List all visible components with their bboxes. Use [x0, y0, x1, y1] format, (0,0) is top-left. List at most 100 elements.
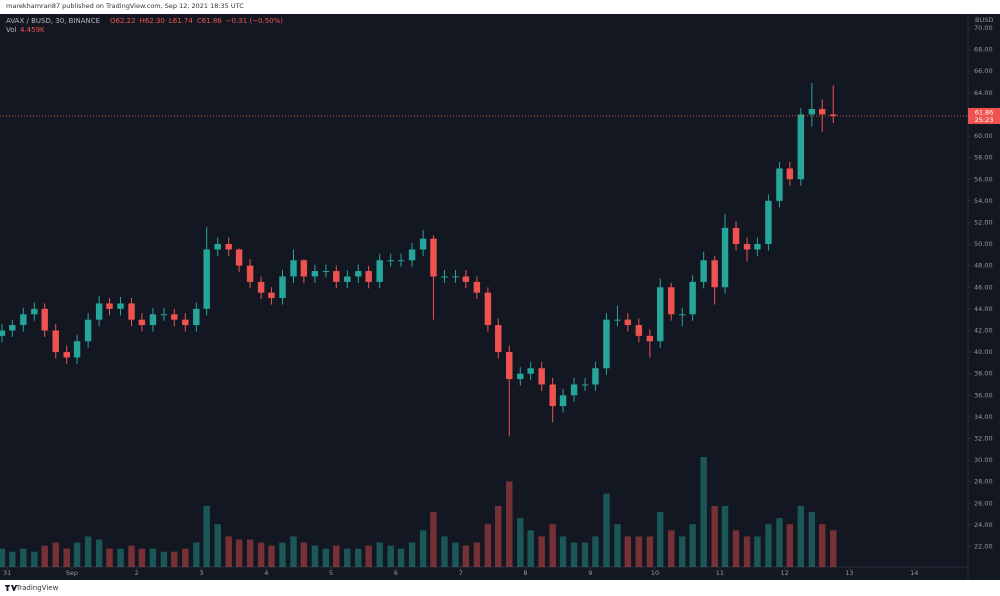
volume-bar [721, 505, 729, 567]
volume-bar [495, 505, 502, 567]
volume-bar [376, 542, 383, 567]
volume-bar [819, 524, 826, 567]
x-tick-label: 12 [780, 569, 788, 577]
candle-body [408, 249, 416, 261]
volume-bar [517, 518, 524, 567]
volume-bar [311, 545, 319, 567]
x-tick-label: 3 [199, 569, 203, 577]
volume-bar [52, 542, 59, 567]
volume-bar [365, 545, 372, 567]
candle-body [95, 303, 103, 320]
byline: marekhamran87 published on TradingView.c… [6, 2, 244, 10]
volume-bar [387, 545, 394, 567]
ohlc-legend: O62.22 H62.30 L61.74 C61.86 −0.31 (−0.50%) [110, 17, 283, 25]
ohlc-value: C61.86 [197, 17, 222, 25]
volume-bar [776, 518, 783, 567]
volume-bar [538, 536, 545, 567]
volume-bar [743, 536, 751, 567]
candle-body [473, 281, 481, 293]
candle-body [646, 335, 654, 342]
y-tick-label: 70.00 [974, 24, 993, 32]
candle-body [679, 314, 686, 316]
candle-body [365, 271, 372, 282]
candle-body [592, 368, 599, 385]
candle-body [830, 114, 837, 116]
x-tick-label: 8 [523, 569, 527, 577]
volume-bar [484, 524, 492, 567]
volume-bar [63, 548, 70, 567]
candle-body [614, 319, 621, 321]
x-tick-label: 5 [329, 569, 333, 577]
volume-bar [711, 505, 718, 567]
candle-body [517, 373, 524, 380]
volume-bar [830, 530, 837, 567]
x-tick-label: 6 [394, 569, 398, 577]
candle-body [182, 319, 189, 326]
x-tick-label: 11 [716, 569, 724, 577]
volume-bar [106, 548, 113, 567]
candle-body [106, 303, 113, 309]
y-tick-label: 38.00 [974, 370, 993, 378]
countdown: 25:23 [975, 116, 994, 124]
volume-bar [214, 524, 221, 567]
volume-bar [95, 539, 103, 567]
volume-bar [570, 542, 578, 567]
candle-body [333, 271, 340, 282]
volume-bar [506, 481, 513, 567]
candle-body [290, 260, 297, 277]
ohlc-value: −0.31 (−0.50%) [226, 17, 284, 25]
candle-body [776, 168, 783, 201]
candle-body [171, 314, 178, 320]
volume-bar [235, 539, 243, 567]
candle-body [732, 227, 740, 245]
candle-body [300, 260, 308, 277]
candle-body [819, 109, 826, 115]
candle-body [52, 330, 59, 353]
volume-bar [700, 457, 707, 567]
y-tick-label: 30.00 [974, 456, 993, 464]
volume-bar [20, 548, 27, 567]
volume-bar [355, 548, 362, 567]
candle-body [452, 276, 459, 278]
volume-bar [300, 542, 308, 567]
volume-bar [160, 551, 168, 567]
footer-logo [5, 585, 18, 591]
y-tick-label: 54.00 [974, 197, 993, 205]
volume-label: Vol [6, 26, 17, 34]
x-tick-label: 2 [135, 569, 139, 577]
candle-body [603, 319, 610, 369]
currency: BUSD [975, 16, 993, 24]
candle-body [235, 249, 243, 266]
volume-bar [732, 530, 740, 567]
y-tick-label: 48.00 [974, 262, 993, 270]
candle-body [376, 260, 383, 282]
candle-body [344, 276, 351, 282]
volume-bar [527, 530, 534, 567]
volume-bar [117, 548, 124, 567]
candle-body [203, 249, 210, 309]
volume-bar [397, 548, 405, 567]
ohlc-value: O62.22 [110, 17, 136, 25]
last-price-label: 61.86 [975, 108, 994, 116]
candle-body [689, 281, 696, 315]
candle-body [322, 271, 330, 273]
candle-body [73, 341, 81, 358]
volume-bar [754, 536, 761, 567]
volume-bar [603, 493, 610, 567]
volume-bar [246, 539, 254, 567]
candle-body [657, 287, 664, 342]
volume-bar [257, 542, 265, 567]
volume-bar [182, 548, 189, 567]
candle-body [31, 308, 38, 315]
volume-bar [73, 542, 81, 567]
volume-bar [657, 512, 664, 567]
x-tick-label: 31 [3, 569, 11, 577]
x-tick-label: 13 [845, 569, 853, 577]
y-tick-label: 52.00 [974, 218, 993, 226]
candle-body [9, 325, 16, 331]
y-tick-label: 28.00 [974, 478, 993, 486]
candle-body [441, 276, 448, 278]
volume-bar [592, 536, 599, 567]
candle-body [559, 395, 567, 407]
